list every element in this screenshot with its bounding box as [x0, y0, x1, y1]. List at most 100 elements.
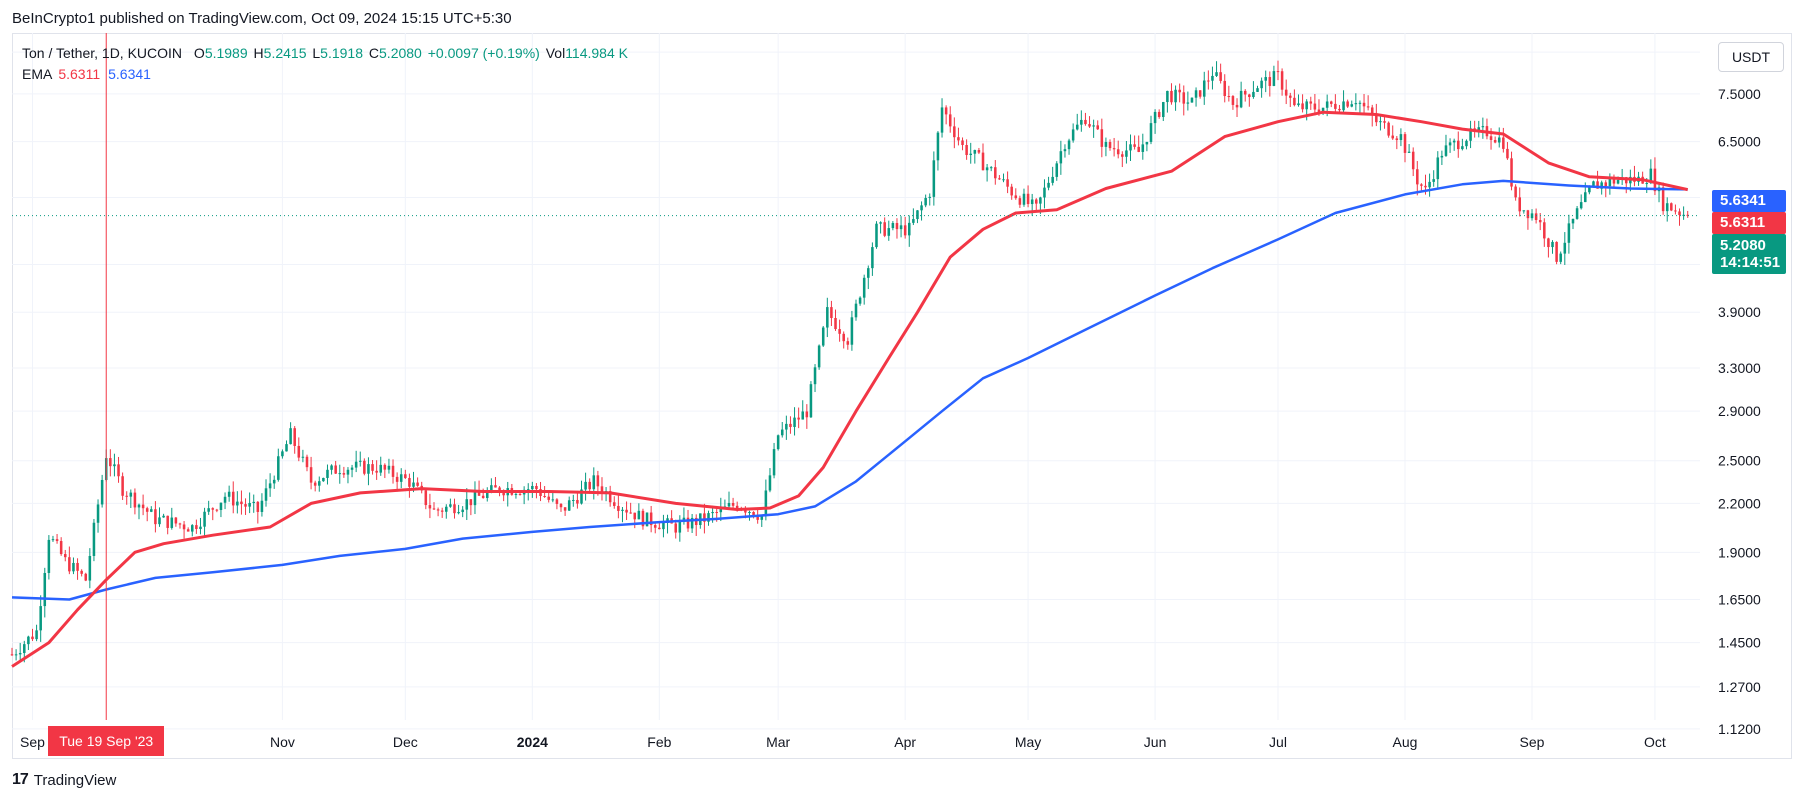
candle-body: [59, 541, 63, 555]
candle-body: [748, 511, 751, 513]
candle-body: [629, 512, 632, 514]
candle-body: [1370, 107, 1374, 115]
candle-body: [170, 517, 174, 528]
candle-body: [113, 464, 116, 467]
candle-body: [1665, 203, 1669, 212]
candle-body: [457, 512, 460, 514]
candle-body: [1612, 178, 1616, 184]
candle-body: [129, 492, 133, 497]
candle-body: [797, 417, 800, 420]
candle-body: [842, 333, 845, 342]
candle-body: [944, 107, 948, 115]
candle-body: [1354, 103, 1358, 105]
candle-body: [1444, 145, 1448, 156]
ema-fast-value: 5.6311: [58, 66, 101, 82]
candle-body: [1133, 144, 1136, 147]
candle-body: [940, 107, 944, 133]
candle-body: [1608, 178, 1612, 187]
candle-body: [100, 479, 104, 505]
candle-body: [1346, 101, 1349, 107]
candle-body: [711, 511, 714, 514]
candle-body: [543, 496, 546, 498]
candle-body: [1080, 119, 1083, 125]
candle-body: [920, 205, 923, 211]
last-price-tag: 5.2080 14:14:51: [1712, 234, 1786, 274]
candle-body: [674, 523, 677, 533]
candle-body: [330, 465, 333, 470]
candle-body: [1219, 72, 1222, 81]
candle-body: [895, 223, 899, 230]
candle-body: [1604, 182, 1608, 187]
candle-body: [879, 222, 882, 224]
candle-body: [39, 606, 42, 631]
candle-body: [1686, 214, 1689, 216]
ema-legend: EMA 5.6311 5.6341: [22, 66, 151, 82]
candle-body: [387, 465, 391, 470]
x-tick-label: Jun: [1144, 734, 1167, 750]
candle-body: [322, 477, 325, 482]
candle-body: [1301, 103, 1304, 110]
candle-body: [117, 464, 120, 477]
candle-body: [240, 501, 243, 505]
candle-body: [1358, 102, 1362, 104]
candle-body: [871, 247, 874, 269]
candle-body: [63, 554, 67, 558]
candle-body: [211, 508, 215, 510]
candle-body: [318, 481, 321, 486]
candle-body: [1469, 128, 1472, 141]
footer-brand[interactable]: 17 TradingView: [12, 771, 116, 789]
candle-body: [1567, 223, 1571, 243]
candle-body: [1174, 89, 1177, 103]
candle-body: [1284, 89, 1288, 96]
candle-body: [649, 512, 653, 526]
candle-body: [1112, 148, 1116, 150]
candle-body: [1157, 111, 1161, 118]
candle-body: [297, 445, 301, 458]
candle-body: [719, 507, 723, 513]
candle-body: [1440, 155, 1444, 158]
candle-body: [72, 562, 75, 572]
candle-body: [1481, 126, 1485, 128]
currency-button[interactable]: USDT: [1718, 42, 1784, 72]
candle-body: [1428, 181, 1431, 188]
candle-body: [1260, 80, 1263, 89]
candle-body: [1497, 137, 1501, 143]
candle-body: [957, 137, 960, 141]
candle-body: [207, 508, 210, 512]
candle-body: [1248, 94, 1251, 98]
candle-body: [641, 510, 645, 527]
candle-body: [1170, 90, 1173, 103]
candle-body: [436, 509, 440, 511]
candle-body: [850, 317, 854, 345]
candle-body: [1317, 109, 1321, 114]
candle-body: [305, 456, 309, 468]
candle-body: [383, 464, 387, 470]
candle-body: [121, 476, 124, 496]
candle-body: [1518, 197, 1521, 212]
open-value: 5.1989: [204, 45, 248, 61]
candle-body: [1575, 208, 1579, 219]
candle-body: [596, 475, 600, 487]
candle-body: [256, 501, 260, 512]
candle-body: [928, 196, 932, 198]
candle-body: [399, 474, 403, 482]
candle-body: [965, 145, 968, 156]
candle-body: [215, 509, 219, 511]
candle-body: [1506, 148, 1509, 159]
candle-body: [1616, 179, 1620, 184]
candle-body: [1305, 101, 1308, 110]
candle-body: [96, 504, 100, 523]
candle-body: [1276, 71, 1280, 73]
candle-body: [1067, 140, 1071, 150]
ema-fast-price-tag: 5.6311: [1712, 212, 1786, 234]
candle-body: [764, 490, 768, 516]
candle-body: [809, 384, 813, 418]
candle-body: [14, 654, 18, 656]
candle-body: [92, 522, 96, 556]
candle-body: [1252, 91, 1255, 98]
candle-body: [260, 500, 264, 512]
crosshair-date-label: Tue 19 Sep '23: [48, 726, 165, 756]
legend-symbol: Ton / Tether, 1D, KUCOIN: [22, 45, 183, 61]
candle-body: [1543, 222, 1546, 239]
